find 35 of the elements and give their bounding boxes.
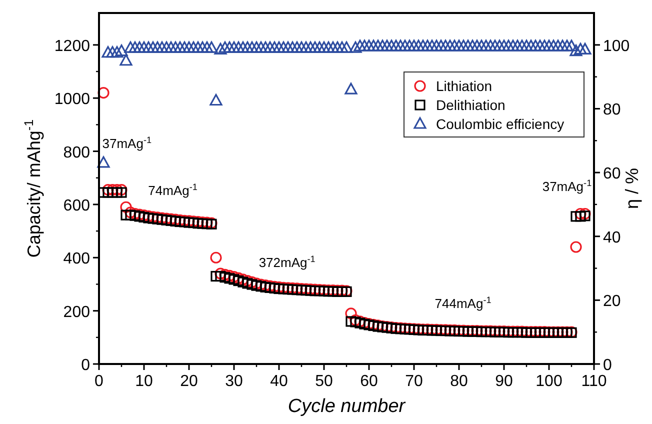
x-tick-label: 10 — [135, 373, 153, 390]
y2-tick-label: 100 — [603, 38, 630, 55]
x-tick-label: 90 — [495, 373, 513, 390]
annotation: 372mAg$^{-1}$ — [258, 254, 316, 270]
x-axis-title: Cycle number — [288, 396, 406, 417]
y-tick-label: 800 — [63, 144, 90, 162]
y-tick-label: 1200 — [54, 38, 90, 55]
x-tick-label: 60 — [360, 373, 378, 390]
y-tick-label: 0 — [81, 357, 90, 374]
y2-tick-label: 20 — [603, 293, 621, 310]
y2-tick-label: 0 — [603, 357, 612, 374]
y-tick-label: 600 — [63, 197, 90, 214]
annotation: 74mAg$^{-1}$ — [148, 182, 198, 198]
x-tick-label: 50 — [315, 373, 333, 390]
y2-tick-label: 40 — [603, 229, 621, 246]
x-tick-label: 110 — [581, 373, 607, 390]
annotation: 37mAg$^{-1}$ — [542, 178, 592, 194]
x-tick-label: 70 — [405, 373, 423, 390]
y2-tick-label: 60 — [603, 166, 621, 183]
x-tick-label: 0 — [94, 373, 104, 390]
y-tick-label: 1000 — [54, 91, 90, 108]
y-tick-label: 400 — [63, 250, 90, 268]
x-tick-label: 30 — [225, 373, 243, 390]
legend-label: Lithiation — [436, 78, 492, 94]
y2-tick-label: 80 — [603, 102, 621, 119]
annotation: 37mAg$^{-1}$ — [102, 135, 152, 152]
x-tick-label: 100 — [536, 373, 562, 390]
x-tick-label: 40 — [270, 373, 288, 390]
legend-label: Delithiation — [436, 97, 506, 113]
x-tick-label: 80 — [450, 373, 468, 390]
y2-axis-title: η / % — [622, 168, 642, 210]
x-tick-label: 20 — [180, 373, 198, 390]
y-tick-label: 200 — [63, 304, 90, 321]
annotation: 744mAg$^{-1}$ — [434, 294, 492, 311]
legend-label: Coulombic efficiency — [436, 116, 564, 132]
